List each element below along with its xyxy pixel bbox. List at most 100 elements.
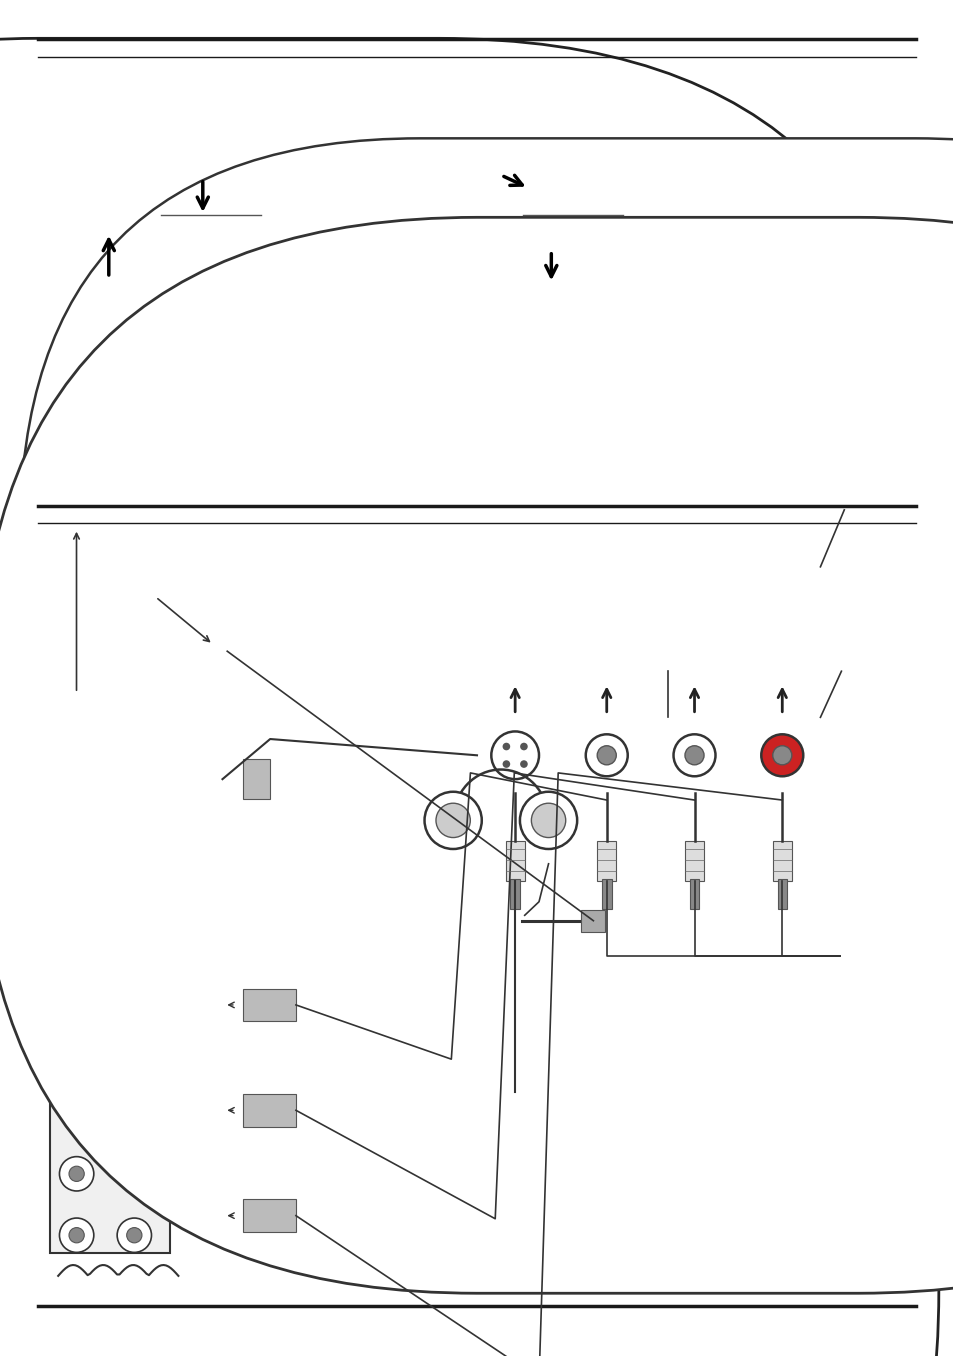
Bar [211, 274, 226, 287]
Circle shape [127, 1094, 142, 1109]
Bar [594, 222, 600, 236]
Circle shape [172, 132, 209, 167]
Bar [211, 293, 226, 305]
Bar [585, 222, 592, 236]
Bar [42, 572, 90, 640]
Circle shape [213, 643, 231, 660]
Bar [533, 293, 548, 305]
Circle shape [122, 944, 128, 949]
Bar [573, 239, 588, 251]
Bar [171, 274, 186, 287]
Circle shape [127, 1166, 142, 1181]
Bar [580, 910, 604, 932]
Bar [191, 239, 206, 251]
Circle shape [203, 632, 241, 670]
Bar [593, 293, 608, 305]
Bar [243, 989, 295, 1021]
Bar [553, 293, 568, 305]
Circle shape [597, 746, 616, 765]
Circle shape [127, 1227, 142, 1243]
Bar [593, 239, 608, 251]
Circle shape [205, 987, 239, 1022]
Circle shape [214, 1102, 230, 1117]
Bar [231, 256, 246, 268]
Circle shape [205, 1199, 239, 1233]
Bar [231, 274, 246, 287]
FancyBboxPatch shape [0, 217, 953, 1294]
Bar [171, 239, 186, 251]
Bar [510, 879, 519, 909]
Circle shape [519, 761, 527, 767]
Bar [161, 161, 260, 172]
Bar [689, 879, 699, 909]
Circle shape [53, 594, 78, 618]
Bar [52, 532, 76, 656]
Bar [54, 602, 72, 613]
Circle shape [491, 731, 538, 780]
FancyBboxPatch shape [425, 267, 953, 959]
Circle shape [214, 997, 230, 1013]
Circle shape [772, 746, 791, 765]
Circle shape [86, 808, 101, 824]
Circle shape [213, 770, 232, 789]
Bar [573, 293, 588, 305]
Circle shape [117, 1218, 152, 1253]
Bar [191, 274, 206, 287]
Circle shape [519, 792, 577, 849]
Bar [753, 575, 815, 616]
Bar [463, 537, 530, 575]
Bar [533, 239, 548, 251]
Bar [533, 274, 548, 287]
Bar [161, 161, 260, 340]
Bar [553, 256, 568, 268]
Circle shape [436, 803, 470, 838]
Bar [601, 879, 611, 909]
Bar [54, 551, 72, 561]
Bar [622, 161, 640, 340]
Circle shape [57, 808, 72, 824]
Bar [772, 841, 791, 881]
Bar [54, 620, 72, 631]
Circle shape [497, 587, 544, 636]
Circle shape [214, 892, 230, 907]
Bar [553, 274, 568, 287]
Bar [602, 222, 610, 236]
Circle shape [57, 765, 72, 780]
Polygon shape [433, 251, 553, 361]
Bar [582, 174, 618, 241]
Circle shape [64, 944, 70, 949]
Bar [231, 293, 246, 305]
Bar [191, 293, 206, 305]
Bar [223, 222, 230, 236]
Bar [128, 203, 155, 313]
Circle shape [117, 1157, 152, 1191]
Bar [243, 1200, 295, 1231]
Circle shape [69, 1094, 84, 1109]
Bar [51, 719, 171, 854]
Circle shape [141, 944, 147, 949]
Circle shape [55, 925, 97, 967]
Circle shape [502, 761, 510, 767]
Circle shape [143, 720, 158, 735]
Circle shape [73, 953, 79, 959]
Circle shape [69, 1166, 84, 1181]
Circle shape [59, 1157, 93, 1191]
Circle shape [673, 735, 715, 776]
Bar [593, 256, 608, 268]
Bar [593, 274, 608, 287]
Bar [684, 841, 703, 881]
Bar [211, 239, 226, 251]
Circle shape [98, 175, 133, 212]
Bar [597, 841, 616, 881]
Bar [54, 586, 72, 597]
Circle shape [519, 743, 527, 750]
FancyBboxPatch shape [263, 365, 824, 856]
Bar [533, 256, 548, 268]
Circle shape [132, 953, 137, 959]
Bar [553, 239, 568, 251]
Bar [54, 568, 72, 579]
Bar [220, 251, 255, 332]
Circle shape [760, 735, 802, 776]
Circle shape [86, 720, 101, 735]
Circle shape [114, 765, 130, 780]
